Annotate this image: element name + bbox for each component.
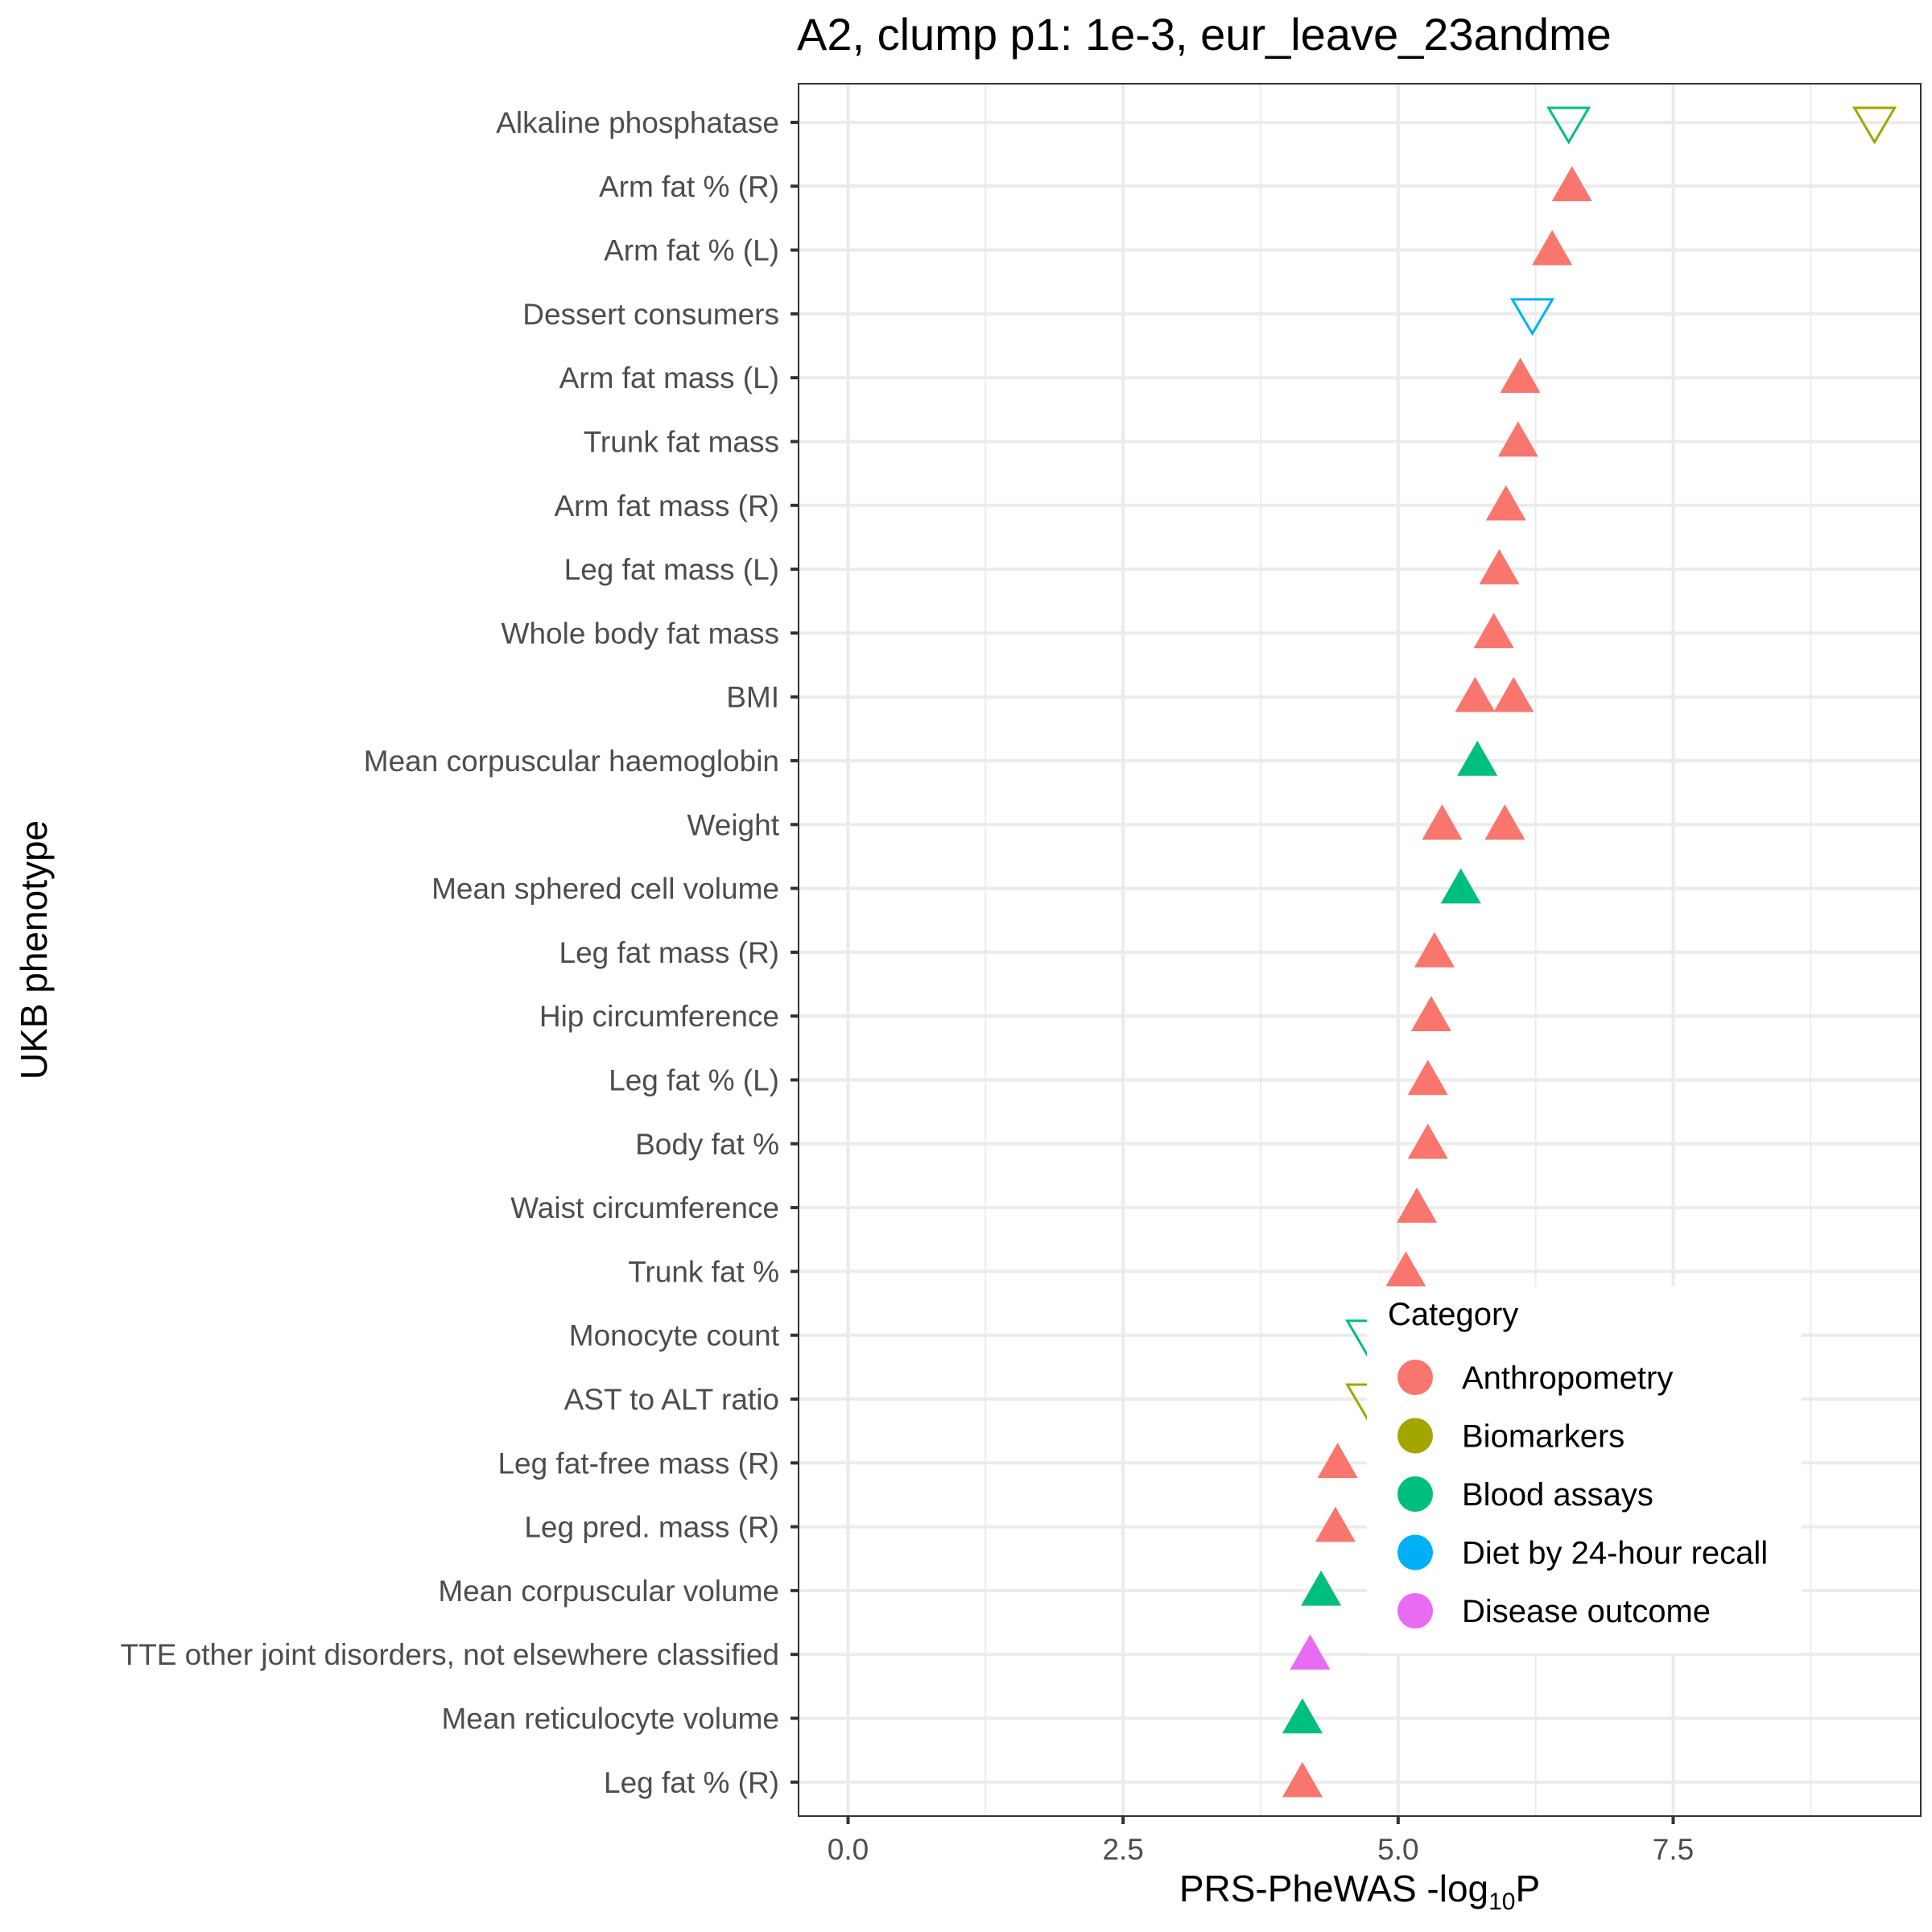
data-point-arm-fat-l [1532, 229, 1573, 266]
x-tick-label-7-5: 7.5 [1653, 1833, 1694, 1866]
y-tick-label-body-fat: Body fat % [635, 1128, 779, 1161]
legend-key-biomarkers [1397, 1418, 1433, 1454]
y-tick-label-weight: Weight [687, 808, 780, 841]
y-tick-label-leg-fat-mass-l: Leg fat mass (L) [564, 553, 779, 586]
data-point-leg-fat-free-mass-r [1317, 1443, 1358, 1479]
y-tick-label-dessert-consumers: Dessert consumers [522, 298, 779, 331]
y-tick-label-mean-corpuscular-haemoglobin: Mean corpuscular haemoglobin [364, 745, 779, 778]
legend-key-anthropometry [1397, 1360, 1433, 1395]
data-point-weight [1484, 804, 1525, 840]
legend-title: Category [1388, 1297, 1518, 1332]
y-tick-label-monocyte-count: Monocyte count [569, 1319, 780, 1352]
data-point-leg-fat-l [1407, 1059, 1448, 1096]
data-point-mean-corpuscular-volume [1301, 1570, 1342, 1606]
data-point-alkaline-phosphatase [1852, 106, 1897, 145]
y-tick-label-arm-fat-mass-r: Arm fat mass (R) [554, 489, 779, 522]
legend-label-biomarkers: Biomarkers [1462, 1419, 1624, 1455]
chart-title: A2, clump p1: 1e-3, eur_leave_23andme [797, 9, 1612, 60]
y-tick-label-bmi: BMI [726, 681, 779, 714]
plot-panel-border [798, 83, 1922, 1817]
data-point-arm-fat-mass-l [1500, 357, 1541, 393]
y-tick-label-tte-other-joint-disorders-not-elsewhere-classified: TTE other joint disorders, not elsewhere… [121, 1638, 779, 1671]
y-tick-label-ast-to-alt-ratio: AST to ALT ratio [564, 1383, 779, 1416]
legend-label-disease-outcome: Disease outcome [1462, 1594, 1711, 1629]
legend-label-anthropometry: Anthropometry [1462, 1360, 1673, 1396]
data-point-mean-corpuscular-haemoglobin [1457, 741, 1498, 776]
y-tick-label-leg-pred-mass-r: Leg pred. mass (R) [524, 1511, 779, 1544]
data-point-leg-fat-mass-l [1479, 549, 1520, 584]
legend-box [1367, 1286, 1802, 1653]
data-point-trunk-fat-mass [1497, 421, 1538, 457]
x-tick-label-0-0: 0.0 [828, 1833, 869, 1866]
y-tick-label-leg-fat-free-mass-r: Leg fat-free mass (R) [497, 1447, 779, 1480]
y-tick-label-mean-sphered-cell-volume: Mean sphered cell volume [431, 873, 779, 906]
legend-label-blood-assays: Blood assays [1462, 1477, 1653, 1513]
y-tick-label-leg-fat-mass-r: Leg fat mass (R) [559, 936, 779, 969]
x-tick-label-5-0: 5.0 [1377, 1833, 1418, 1866]
legend-key-blood-assays [1397, 1476, 1433, 1512]
data-point-waist-circumference [1397, 1187, 1438, 1223]
data-point-bmi [1493, 676, 1534, 712]
data-point-dessert-consumers [1509, 298, 1555, 336]
data-point-arm-fat-mass-r [1485, 485, 1526, 521]
data-point-mean-reticulocyte-volume [1282, 1698, 1323, 1734]
data-point-bmi [1455, 676, 1496, 712]
data-point-body-fat [1407, 1123, 1448, 1159]
y-tick-label-alkaline-phosphatase: Alkaline phosphatase [496, 106, 779, 139]
data-point-leg-pred-mass-r [1315, 1506, 1356, 1542]
y-axis-title: UKB phenotype [13, 820, 55, 1080]
y-tick-label-mean-reticulocyte-volume: Mean reticulocyte volume [441, 1703, 779, 1736]
y-tick-label-trunk-fat: Trunk fat % [628, 1255, 779, 1288]
data-point-whole-body-fat-mass [1473, 613, 1514, 649]
data-point-mean-sphered-cell-volume [1440, 868, 1481, 904]
data-point-weight [1422, 804, 1463, 840]
y-tick-label-arm-fat-l: Arm fat % (L) [604, 234, 779, 267]
y-tick-label-trunk-fat-mass: Trunk fat mass [584, 426, 779, 459]
x-axis-title-subscript: 10 [1488, 1889, 1515, 1915]
y-tick-label-whole-body-fat-mass: Whole body fat mass [502, 617, 779, 650]
data-point-tte-other-joint-disorders-not-elsewhere-classified [1290, 1634, 1331, 1670]
x-axis-title-main: PRS-PheWAS -log [1179, 1868, 1488, 1909]
data-point-arm-fat-r [1551, 166, 1592, 202]
y-tick-label-arm-fat-mass-l: Arm fat mass (L) [559, 361, 779, 394]
x-tick-label-2-5: 2.5 [1102, 1833, 1143, 1866]
legend-key-diet-by-24-hour-recall [1397, 1534, 1433, 1571]
data-point-leg-fat-r [1282, 1761, 1323, 1798]
x-axis-title-tail: P [1516, 1868, 1541, 1909]
legend-key-disease-outcome [1397, 1593, 1433, 1629]
y-tick-label-mean-corpuscular-volume: Mean corpuscular volume [438, 1575, 779, 1608]
y-tick-label-waist-circumference: Waist circumference [510, 1191, 779, 1224]
data-point-hip-circumference [1410, 996, 1451, 1031]
legend-label-diet-by-24-hour-recall: Diet by 24-hour recall [1462, 1536, 1768, 1571]
y-tick-label-leg-fat-r: Leg fat % (R) [604, 1766, 779, 1799]
y-tick-label-leg-fat-l: Leg fat % (L) [609, 1064, 779, 1097]
data-point-trunk-fat [1385, 1251, 1426, 1287]
y-tick-label-arm-fat-r: Arm fat % (R) [599, 170, 779, 203]
data-point-leg-fat-mass-r [1414, 931, 1455, 968]
x-axis-title: PRS-PheWAS -log10P [1179, 1868, 1540, 1915]
data-point-alkaline-phosphatase [1546, 106, 1591, 145]
y-tick-label-hip-circumference: Hip circumference [539, 1000, 779, 1033]
